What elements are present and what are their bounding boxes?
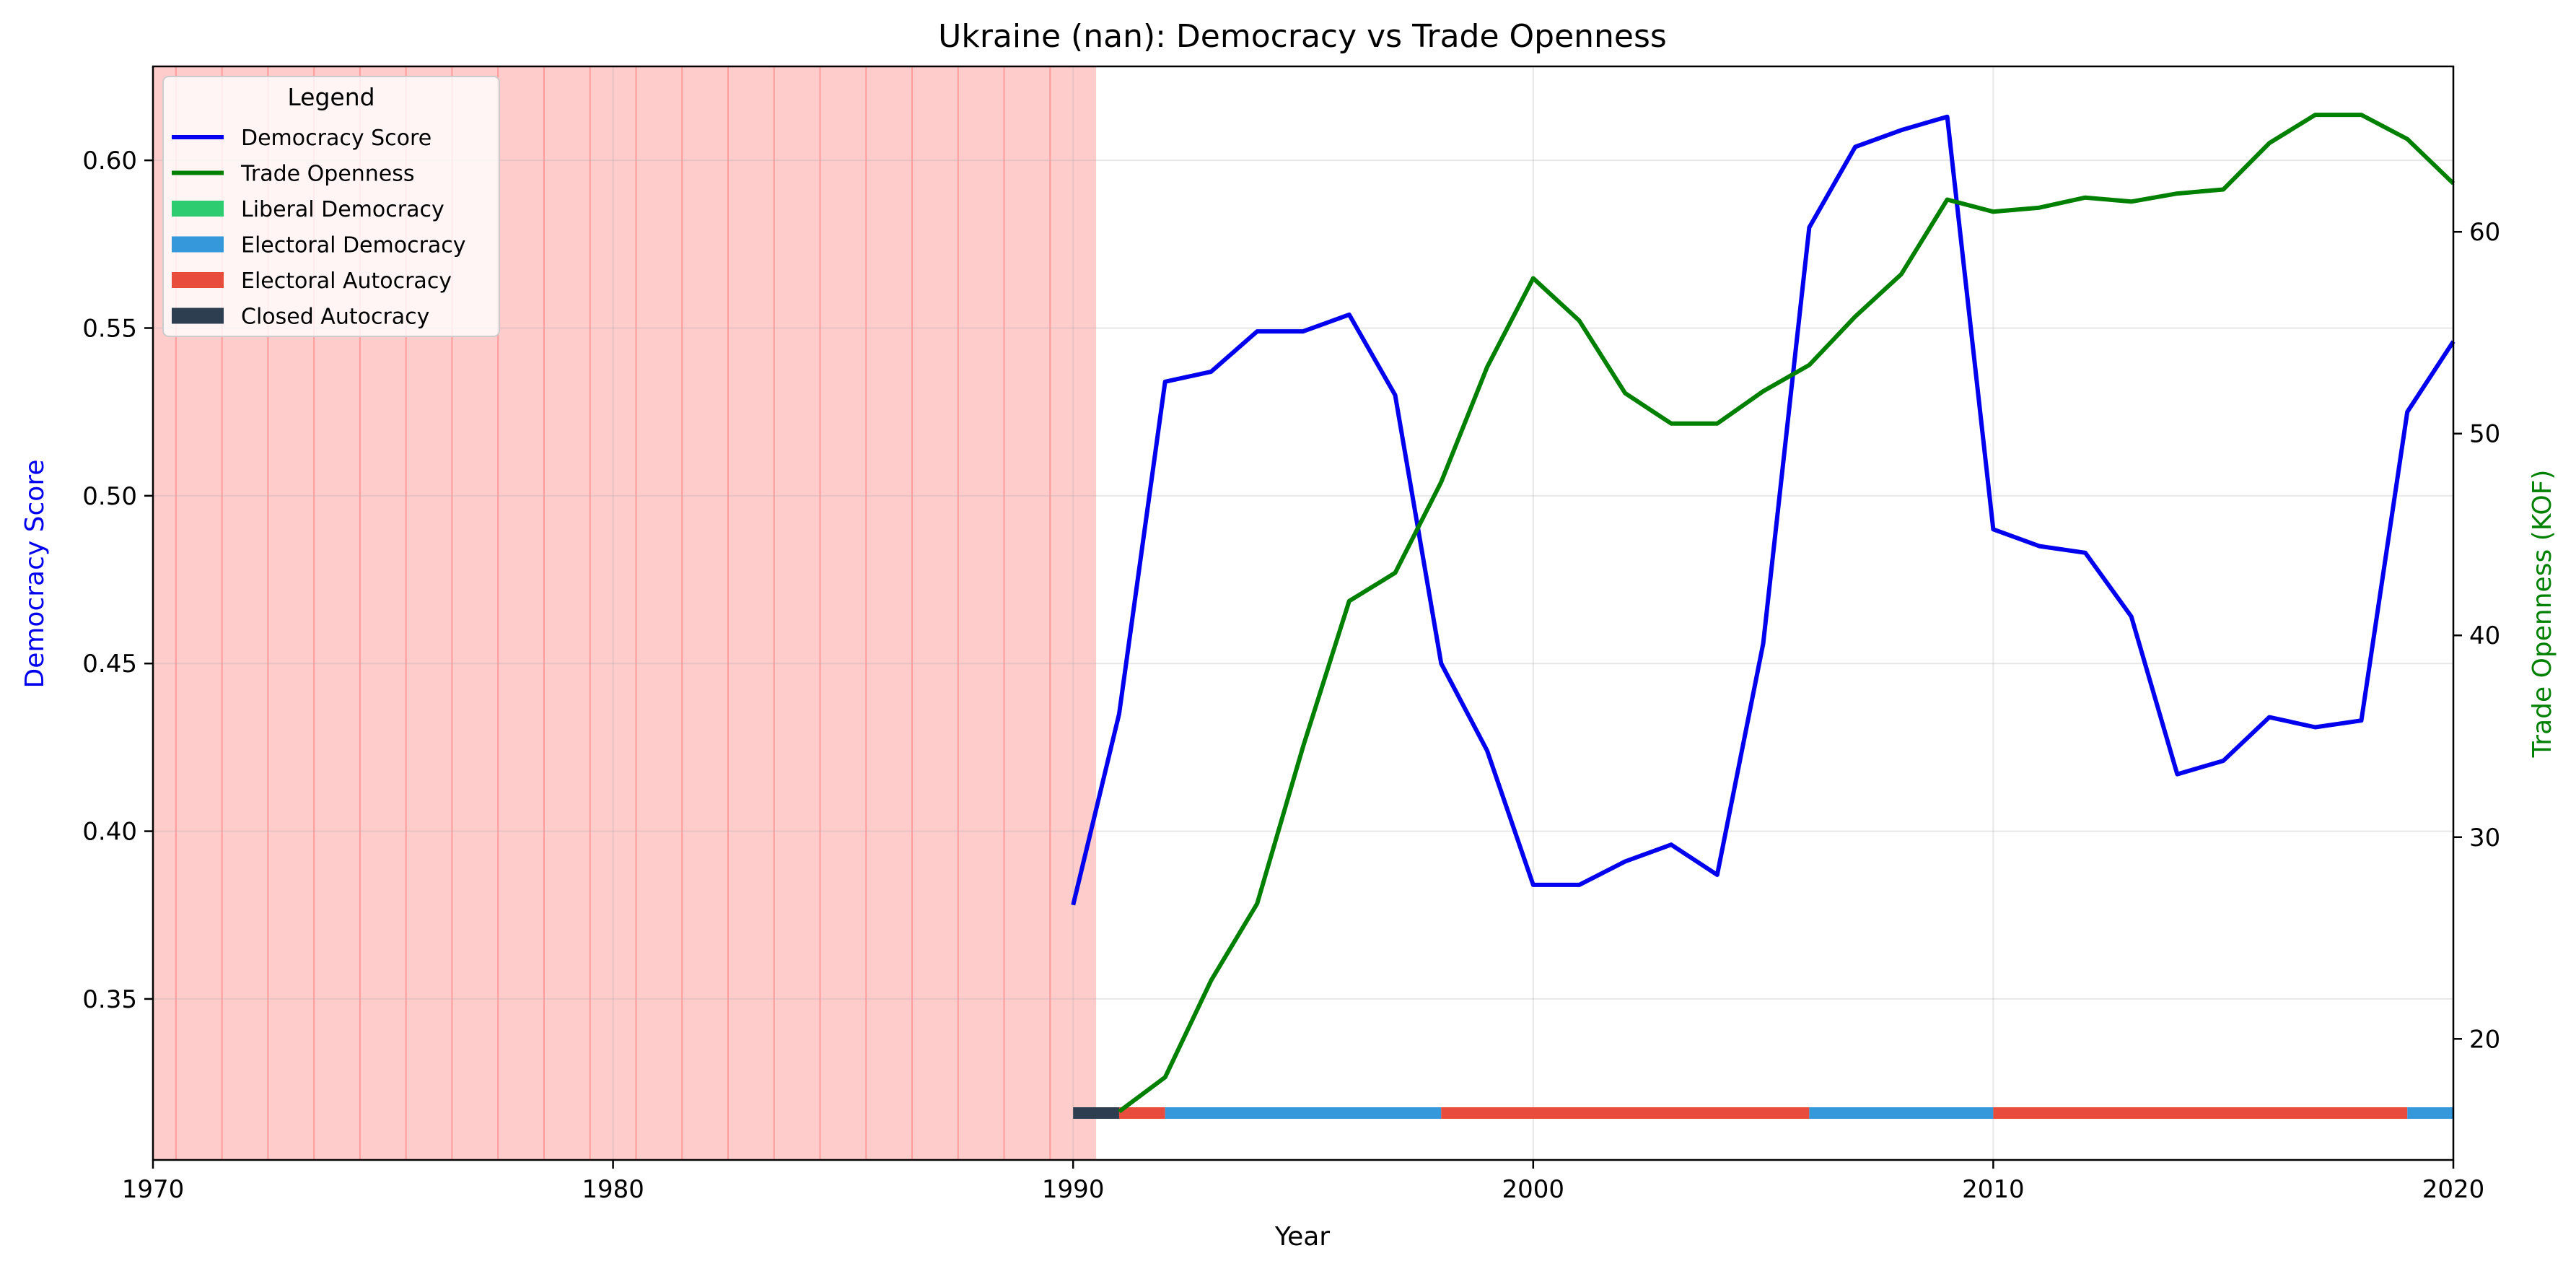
x-tick-label: 1990 xyxy=(1042,1175,1105,1204)
left-y-axis-label: Democracy Score xyxy=(20,460,50,689)
right-y-tick-label: 40 xyxy=(2469,621,2500,650)
right-y-axis-label: Trade Openness (KOF) xyxy=(2528,470,2557,759)
legend-patch-swatch xyxy=(172,272,224,288)
legend-patch-swatch xyxy=(172,236,224,253)
legend-entry-label: Liberal Democracy xyxy=(241,197,444,222)
x-tick-label: 1980 xyxy=(582,1175,644,1204)
democracy-score-line xyxy=(1071,114,2455,906)
left-y-tick-label: 0.60 xyxy=(82,147,137,175)
legend-patch-swatch xyxy=(172,307,224,324)
right-y-tick-label: 50 xyxy=(2469,420,2500,449)
right-y-tick-label: 20 xyxy=(2469,1025,2500,1054)
left-y-tick-label: 0.45 xyxy=(82,650,137,679)
legend-entry-label: Electoral Autocracy xyxy=(241,269,452,294)
right-y-tick-label: 60 xyxy=(2469,218,2500,247)
x-tick-label: 2000 xyxy=(1502,1175,1565,1204)
right-y-tick-label: 30 xyxy=(2469,824,2500,852)
legend-entry-label: Democracy Score xyxy=(241,126,431,151)
legend-entry-label: Closed Autocracy xyxy=(241,305,429,330)
x-tick-label: 2020 xyxy=(2422,1175,2485,1204)
x-tick-label: 1970 xyxy=(122,1175,185,1204)
left-y-tick-label: 0.35 xyxy=(82,985,137,1014)
legend-entry-label: Electoral Democracy xyxy=(241,233,466,258)
legend-entry-label: Trade Openness xyxy=(240,162,415,187)
legend-title: Legend xyxy=(287,83,374,111)
x-tick-label: 2010 xyxy=(1962,1175,2025,1204)
legend-patch-swatch xyxy=(172,201,224,217)
chart-title: Ukraine (nan): Democracy vs Trade Openne… xyxy=(938,18,1667,55)
legend: Legend Democracy Score Trade Openness Liber… xyxy=(162,76,500,337)
x-axis-label: Year xyxy=(1274,1222,1330,1252)
left-y-tick-label: 0.50 xyxy=(82,482,137,511)
axes-frame xyxy=(152,65,2455,1161)
left-y-tick-label: 0.40 xyxy=(82,818,137,847)
trade-openness-line xyxy=(1118,113,2455,1114)
legend-box xyxy=(162,76,500,337)
left-y-tick-label: 0.55 xyxy=(82,314,137,343)
